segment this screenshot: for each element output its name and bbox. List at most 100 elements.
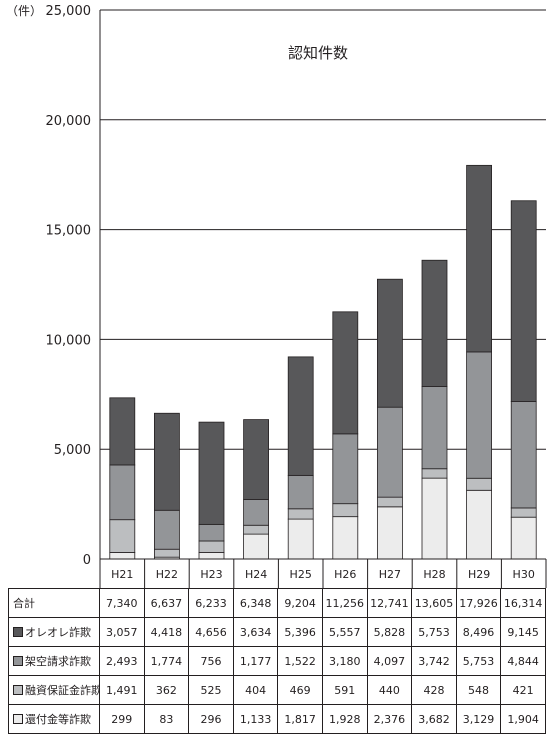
table-row-series: 架空請求詐欺 2,493 1,774 756 1,177 1,522 3,180 4,097 3… [8, 646, 546, 676]
data-label: 1,774 [143, 646, 190, 676]
data-label: 1,177 [232, 646, 279, 676]
bar-segment [153, 412, 180, 511]
data-label: 11,256 [321, 588, 368, 618]
data-label: 13,605 [411, 588, 457, 618]
bar-segment [198, 421, 225, 525]
legend-label: 還付金等詐欺 [25, 713, 91, 726]
data-label: 5,753 [455, 646, 502, 676]
bar-segment [510, 516, 537, 560]
bar-segment [421, 386, 448, 470]
data-label: 4,656 [188, 617, 234, 647]
bar-segment [287, 474, 314, 510]
data-label: 428 [411, 675, 457, 705]
bar-segment [198, 540, 225, 553]
row-label: 融資保証金詐欺 [8, 675, 100, 705]
row-label: 合計 [8, 588, 100, 618]
data-label: 469 [277, 675, 323, 705]
data-label: 17,926 [455, 588, 502, 618]
data-label: 12,741 [366, 588, 413, 618]
x-tick-label: H26 [334, 568, 356, 581]
y-tick-label: 5,000 [54, 443, 91, 458]
data-label: 3,682 [411, 704, 457, 734]
data-label: 548 [455, 675, 502, 705]
data-label: 756 [188, 646, 234, 676]
data-label: 9,204 [277, 588, 323, 618]
data-label: 7,340 [99, 588, 145, 618]
chart-title: 認知件数 [288, 44, 348, 62]
data-label: 404 [232, 675, 279, 705]
bar-segment [287, 356, 314, 476]
data-label: 6,233 [188, 588, 234, 618]
legend-label: 架空請求詐欺 [25, 655, 91, 668]
data-label: 296 [188, 704, 234, 734]
y-tick-label: 20,000 [46, 114, 92, 129]
bar-segment [332, 516, 359, 560]
data-label: 4,418 [143, 617, 190, 647]
data-label: 3,057 [99, 617, 145, 647]
data-table: 合計 7,340 6,637 6,233 6,348 9,204 11,256 12,741 1… [8, 588, 546, 734]
x-tick-label: H21 [111, 568, 133, 581]
bar-segment [466, 164, 493, 353]
bar-segment [421, 259, 448, 387]
bar-segment [243, 533, 270, 560]
data-label: 5,396 [277, 617, 323, 647]
data-label: 1,133 [232, 704, 279, 734]
data-label: 5,753 [411, 617, 457, 647]
data-label: 5,557 [321, 617, 368, 647]
x-tick-label: H24 [245, 568, 267, 581]
bar-segment [332, 311, 359, 435]
table-row-series: 融資保証金詐欺 1,491 362 525 404 469 591 440 428 548 421 [8, 675, 546, 705]
legend-swatch [13, 627, 23, 637]
bar-segment [510, 507, 537, 518]
axes: 0 5,000 10,000 15,000 20,000 25,000 H21 H22 H23 H… [46, 4, 547, 588]
legend-label: 融資保証金詐欺 [25, 684, 100, 697]
data-label: 525 [188, 675, 234, 705]
bars [109, 164, 537, 560]
data-label: 6,348 [232, 588, 279, 618]
bar-segment [466, 351, 493, 479]
bar-segment [153, 509, 180, 550]
x-tick-label: H25 [290, 568, 312, 581]
data-label: 83 [143, 704, 190, 734]
data-label: 591 [321, 675, 368, 705]
row-label: 還付金等詐欺 [8, 704, 100, 734]
bar-segment [243, 499, 270, 526]
x-tick-label: H28 [423, 568, 445, 581]
data-label: 3,129 [455, 704, 502, 734]
bar-segment [109, 397, 136, 466]
x-tick-label: H27 [379, 568, 401, 581]
table-row-total: 合計 7,340 6,637 6,233 6,348 9,204 11,256 12,741 1… [8, 588, 546, 618]
y-tick-label: 15,000 [46, 224, 92, 239]
bar-segment [153, 548, 180, 558]
x-tick-label: H23 [200, 568, 222, 581]
bar-segment [109, 519, 136, 553]
data-label: 3,742 [411, 646, 457, 676]
data-label: 299 [99, 704, 145, 734]
x-tick-label: H30 [513, 568, 535, 581]
data-label: 362 [143, 675, 190, 705]
bar-segment [243, 524, 270, 535]
data-label: 2,376 [366, 704, 413, 734]
bar-segment [466, 489, 493, 560]
y-tick-label: 0 [83, 553, 91, 568]
legend-label: オレオレ詐欺 [25, 626, 91, 639]
bar-segment [332, 503, 359, 518]
data-label: 1,904 [500, 704, 546, 734]
bar-segment [287, 508, 314, 520]
legend-swatch [13, 656, 23, 666]
legend-swatch [13, 714, 23, 724]
data-label: 440 [366, 675, 413, 705]
bar-segment [376, 506, 403, 560]
bar-segment [243, 419, 270, 500]
y-axis-unit-label: （件） [6, 4, 42, 18]
table-row-series: オレオレ詐欺 3,057 4,418 4,656 3,634 5,396 5,557 5,82… [8, 617, 546, 647]
data-label: 1,817 [277, 704, 323, 734]
data-label: 8,496 [455, 617, 502, 647]
bar-segment [376, 406, 403, 498]
bar-segment [466, 477, 493, 491]
data-label: 1,522 [277, 646, 323, 676]
bar-segment [109, 464, 136, 521]
data-label: 3,180 [321, 646, 368, 676]
bar-segment [198, 552, 225, 560]
data-label: 3,634 [232, 617, 279, 647]
